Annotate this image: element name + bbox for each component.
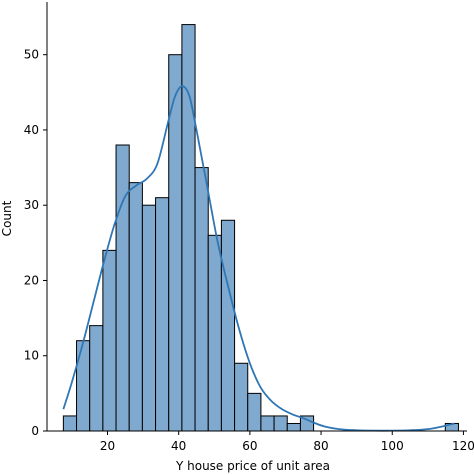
histogram-bar bbox=[102, 249, 117, 432]
histogram-bar bbox=[115, 144, 130, 432]
histogram-bar bbox=[62, 415, 78, 432]
y-axis-ticks: 0 10 20 30 40 50 bbox=[24, 48, 47, 438]
x-axis-ticks: 20 40 60 80 100 120 bbox=[100, 431, 474, 453]
x-tick-label: 120 bbox=[452, 439, 474, 453]
histogram-bars bbox=[62, 24, 459, 432]
histogram-bar bbox=[286, 422, 301, 432]
kde-curve bbox=[62, 85, 455, 432]
histogram-bar bbox=[76, 340, 91, 432]
x-tick-label: 60 bbox=[242, 439, 257, 453]
histogram-bar bbox=[181, 24, 196, 432]
histogram-bar bbox=[155, 197, 170, 432]
y-tick-label: 20 bbox=[24, 273, 39, 287]
y-tick-label: 10 bbox=[24, 349, 39, 363]
histogram-bar bbox=[194, 167, 209, 432]
y-tick-label: 50 bbox=[24, 48, 39, 62]
x-tick-label: 20 bbox=[100, 439, 115, 453]
x-tick-label: 80 bbox=[313, 439, 328, 453]
histogram-bar bbox=[234, 362, 249, 432]
histogram-bar bbox=[260, 415, 275, 432]
x-tick-label: 100 bbox=[381, 439, 404, 453]
histogram-bar bbox=[207, 234, 222, 432]
x-axis-title: Y house price of unit area bbox=[175, 459, 330, 473]
histogram-bar bbox=[247, 392, 262, 432]
histogram-bar bbox=[273, 415, 288, 432]
y-tick-label: 40 bbox=[24, 123, 39, 137]
y-axis-title: Count bbox=[0, 200, 14, 236]
x-tick-label: 40 bbox=[171, 439, 186, 453]
y-tick-label: 0 bbox=[31, 424, 39, 438]
histogram-bar bbox=[89, 325, 104, 432]
y-tick-label: 30 bbox=[24, 198, 39, 212]
histogram-bar bbox=[128, 182, 143, 432]
histogram-bar bbox=[220, 219, 236, 432]
histogram-bar bbox=[141, 204, 157, 432]
